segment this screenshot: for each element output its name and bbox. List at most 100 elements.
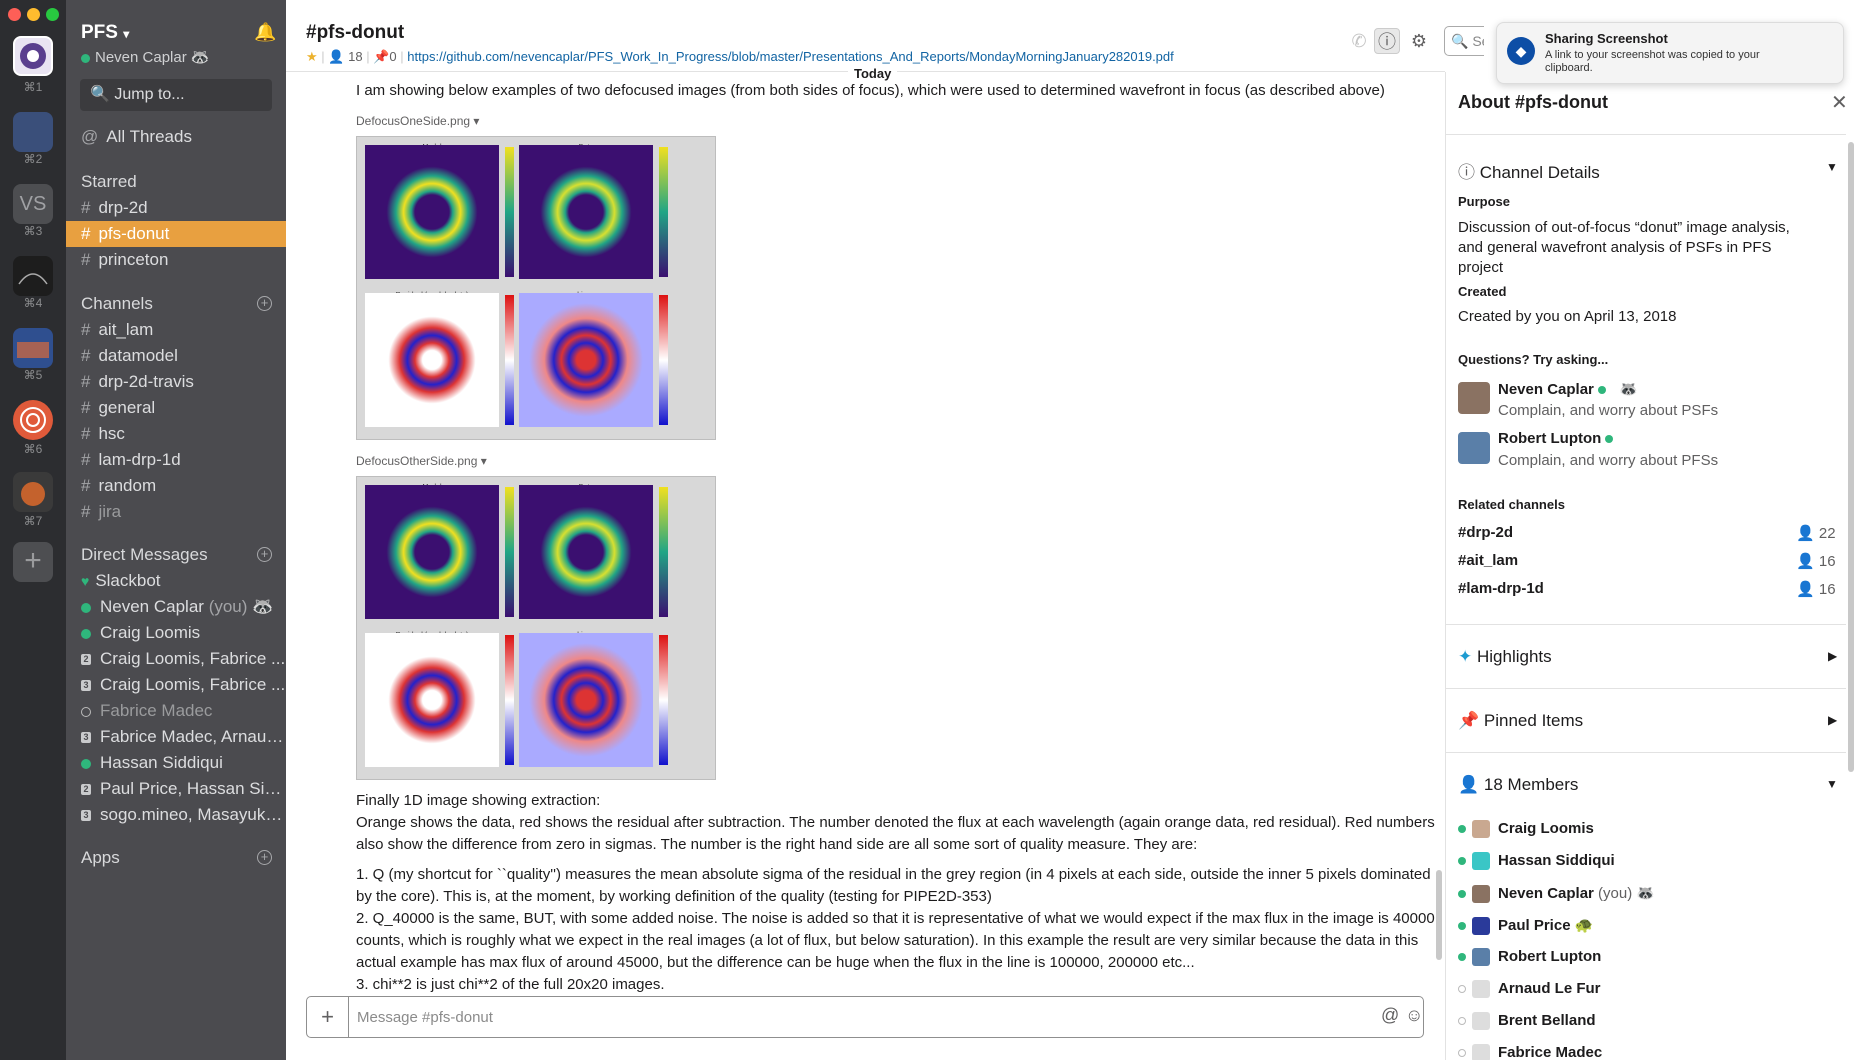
add-dm-button[interactable]: + <box>257 547 272 562</box>
jump-to-button[interactable]: 🔍 Jump to... <box>80 79 272 111</box>
dm-neven-caplar[interactable]: Neven Caplar (you) 🦝 <box>66 594 286 620</box>
dm-fabrice-madec[interactable]: Fabrice Madec <box>66 698 286 724</box>
current-user[interactable]: Neven Caplar 🦝 <box>81 48 210 66</box>
sidebar-item-princeton[interactable]: # princeton <box>66 247 286 273</box>
workspace-4[interactable] <box>13 256 53 296</box>
expert-name[interactable]: Neven Caplar 🦝 <box>1498 380 1638 398</box>
add-workspace-button[interactable]: + <box>13 542 53 582</box>
file-label[interactable]: DefocusOtherSide.png ▾ <box>356 450 1436 472</box>
dm-group-3[interactable]: 3 Fabrice Madec, Arnaud... <box>66 724 286 750</box>
chevron-down-icon: ▾ <box>480 454 487 468</box>
member-count[interactable]: 👤 18 <box>328 49 362 64</box>
phone-icon[interactable]: ✆ <box>1351 31 1367 51</box>
dm-slackbot[interactable]: ♥ Slackbot <box>66 568 286 594</box>
attach-button[interactable]: + <box>307 997 349 1037</box>
minimize-window-button[interactable] <box>27 8 40 21</box>
sidebar-item-hsc[interactable]: # hsc <box>66 421 286 447</box>
person-icon: 👤 <box>1796 525 1815 542</box>
workspace-shortcut-4: ⌘4 <box>23 296 43 310</box>
add-app-button[interactable]: + <box>257 850 272 865</box>
workspace-5[interactable] <box>13 328 53 368</box>
member-row[interactable]: Hassan Siddiqui <box>1458 852 1615 874</box>
image-attachment[interactable]: ModelDataResidual (model - data)chi map <box>356 136 716 440</box>
channels-header[interactable]: Channels <box>81 294 153 313</box>
gear-icon[interactable]: ⚙ <box>1410 31 1428 51</box>
file-name: DefocusOtherSide.png <box>356 454 478 468</box>
search-input[interactable]: 🔍 Sea <box>1444 26 1484 56</box>
star-icon[interactable]: ★ <box>306 49 318 64</box>
dm-group-4[interactable]: 2 Paul Price, Hassan Sidd... <box>66 776 286 802</box>
mention-icon[interactable]: @ <box>1381 1005 1400 1025</box>
dm-label: Craig Loomis, Fabrice ... <box>100 649 286 668</box>
close-window-button[interactable] <box>8 8 21 21</box>
all-threads[interactable]: @ All Threads <box>66 124 286 150</box>
direct-messages-header[interactable]: Direct Messages <box>81 545 208 564</box>
pin-count[interactable]: 📌0 <box>373 49 396 64</box>
chevron-right-icon[interactable]: ▶ <box>1828 713 1838 727</box>
workspace-2[interactable] <box>13 112 53 152</box>
notification-toast[interactable]: ◆ Sharing Screenshot A link to your scre… <box>1496 22 1844 84</box>
plus-icon: + <box>24 544 42 577</box>
apps-header[interactable]: Apps <box>81 848 120 867</box>
scrollbar[interactable] <box>1436 870 1442 960</box>
dm-group-5[interactable]: 3 sogo.mineo, Masayuki ... <box>66 802 286 828</box>
sidebar-item-datamodel[interactable]: # datamodel <box>66 343 286 369</box>
sidebar-item-lam-drp-1d[interactable]: # lam-drp-1d <box>66 447 286 473</box>
starred-header[interactable]: Starred <box>81 172 137 191</box>
workspace-vs[interactable]: VS <box>13 184 53 224</box>
workspace-6[interactable] <box>13 400 53 440</box>
chevron-right-icon[interactable]: ▶ <box>1828 649 1838 663</box>
member-row[interactable]: Robert Lupton <box>1458 948 1601 970</box>
expert-name[interactable]: Robert Lupton <box>1498 430 1622 447</box>
sidebar-item-general[interactable]: # general <box>66 395 286 421</box>
message-input[interactable] <box>357 1005 1317 1029</box>
avatar[interactable] <box>1458 382 1490 414</box>
dm-group-2[interactable]: 3 Craig Loomis, Fabrice ... <box>66 672 286 698</box>
dm-group-1[interactable]: 2 Craig Loomis, Fabrice ... <box>66 646 286 672</box>
dm-craig-loomis[interactable]: Craig Loomis <box>66 620 286 646</box>
member-row[interactable]: Fabrice Madec <box>1458 1044 1602 1060</box>
channel-label: general <box>98 398 156 417</box>
workspace-pfs[interactable] <box>13 36 53 76</box>
channel-title[interactable]: #pfs-donut <box>306 22 405 43</box>
chevron-down-icon[interactable]: ▼ <box>1826 777 1838 791</box>
member-row[interactable]: Brent Belland <box>1458 1012 1596 1034</box>
sidebar-item-jira[interactable]: # jira <box>66 499 286 525</box>
main-pane: #pfs-donut ★ | 👤 18 | 📌0 | https://githu… <box>286 0 1484 1060</box>
related-channel[interactable]: #ait_lam <box>1458 552 1519 569</box>
online-status-icon <box>1598 386 1607 395</box>
sidebar-item-drp-2d[interactable]: # drp-2d <box>66 195 286 221</box>
member-row[interactable]: Paul Price 🐢 <box>1458 916 1593 938</box>
channel-topic-link[interactable]: https://github.com/nevencaplar/PFS_Work_… <box>407 49 1174 64</box>
add-channel-button[interactable]: + <box>257 296 272 311</box>
image-attachment[interactable]: ModelDataResidual (model - data)chi map <box>356 476 716 780</box>
sidebar-item-random[interactable]: # random <box>66 473 286 499</box>
members-toggle[interactable]: 👤 18 Members <box>1458 775 1578 795</box>
bell-icon[interactable]: 🔔 <box>254 22 277 42</box>
emoji-icon[interactable]: ☺ <box>1405 1005 1424 1025</box>
hash-icon: # <box>81 346 91 365</box>
zoom-window-button[interactable] <box>46 8 59 21</box>
avatar[interactable] <box>1458 432 1490 464</box>
threads-icon: @ <box>81 127 99 146</box>
info-icon[interactable]: ⓘ <box>1374 28 1400 54</box>
member-row[interactable]: Craig Loomis <box>1458 820 1594 842</box>
dm-label: Paul Price, Hassan Sidd... <box>100 779 286 798</box>
highlights-toggle[interactable]: ✦ Highlights <box>1458 647 1552 667</box>
sidebar-item-ait-lam[interactable]: # ait_lam <box>66 317 286 343</box>
member-row[interactable]: Arnaud Le Fur <box>1458 980 1601 1002</box>
workspace-name-button[interactable]: PFS ▾ <box>81 22 129 44</box>
member-row[interactable]: Neven Caplar (you) 🦝 <box>1458 884 1655 906</box>
channel-details-toggle[interactable]: ⓘ Channel Details <box>1458 158 1600 183</box>
sidebar-item-pfs-donut[interactable]: # pfs-donut <box>66 221 286 247</box>
related-channel[interactable]: #lam-drp-1d <box>1458 580 1544 597</box>
file-label[interactable]: DefocusOneSide.png ▾ <box>356 110 1436 132</box>
pinned-items-toggle[interactable]: 📌 Pinned Items <box>1458 711 1583 731</box>
scrollbar[interactable] <box>1848 142 1854 772</box>
related-channel[interactable]: #drp-2d <box>1458 524 1514 541</box>
close-icon[interactable]: ✕ <box>1831 92 1848 114</box>
dm-hassan-siddiqui[interactable]: Hassan Siddiqui <box>66 750 286 776</box>
chevron-down-icon[interactable]: ▼ <box>1826 160 1838 174</box>
workspace-7[interactable] <box>13 472 53 512</box>
sidebar-item-drp-2d-travis[interactable]: # drp-2d-travis <box>66 369 286 395</box>
